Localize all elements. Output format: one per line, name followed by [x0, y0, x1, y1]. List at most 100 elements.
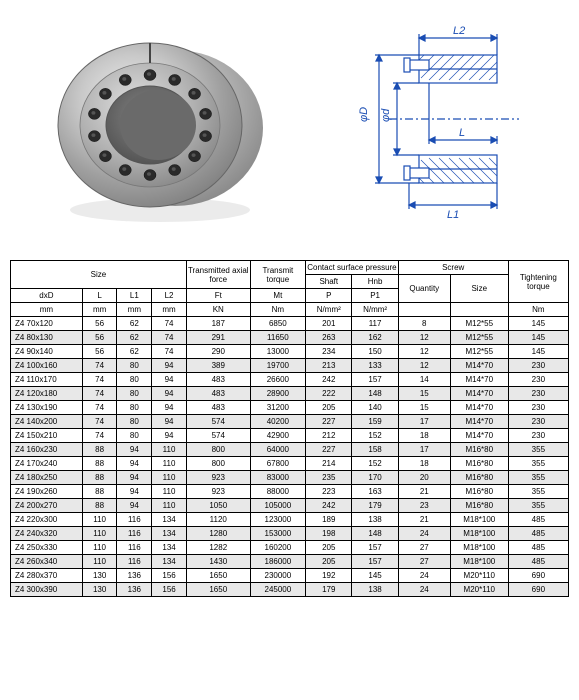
hdr-tighten: Tightening torque: [508, 261, 568, 303]
table-row: Z4 160x23088941108006400022715817M16*803…: [11, 443, 569, 457]
cell-tt: 355: [508, 443, 568, 457]
cell-Ft: 1282: [186, 541, 250, 555]
hdr-hnb: Hnb: [352, 275, 398, 289]
cell-screw: M16*80: [450, 485, 508, 499]
cell-Ft: 800: [186, 457, 250, 471]
cell-Mt: 245000: [250, 583, 306, 597]
table-row: Z4 70x12056627418768502011178M12*55145: [11, 317, 569, 331]
unit-kn: KN: [186, 303, 250, 317]
cell-tt: 355: [508, 499, 568, 513]
cell-P: 242: [306, 499, 352, 513]
cell-P: 205: [306, 401, 352, 415]
hdr-screw: Screw: [398, 261, 508, 275]
table-row: Z4 110x1707480944832660024215714M14*7023…: [11, 373, 569, 387]
cell-Mt: 230000: [250, 569, 306, 583]
cell-Mt: 105000: [250, 499, 306, 513]
cell-L1: 62: [117, 345, 152, 359]
cell-P: 222: [306, 387, 352, 401]
cell-L1: 80: [117, 401, 152, 415]
cell-size: Z4 280x370: [11, 569, 83, 583]
hdr-screwsize: Size: [450, 275, 508, 303]
cell-P: 205: [306, 555, 352, 569]
cell-L: 74: [82, 373, 117, 387]
cell-qty: 23: [398, 499, 450, 513]
cell-tt: 355: [508, 457, 568, 471]
cell-L2: 134: [152, 513, 187, 527]
cell-qty: 14: [398, 373, 450, 387]
cell-Ft: 1650: [186, 583, 250, 597]
hdr-shaft: Shaft: [306, 275, 352, 289]
cell-tt: 230: [508, 415, 568, 429]
table-row: Z4 170x24088941108006780021415218M16*803…: [11, 457, 569, 471]
cell-size: Z4 200x270: [11, 499, 83, 513]
cell-Mt: 42900: [250, 429, 306, 443]
cell-qty: 24: [398, 583, 450, 597]
table-row: Z4 150x2107480945744290021215218M14*7023…: [11, 429, 569, 443]
cell-Ft: 923: [186, 485, 250, 499]
cell-L: 130: [82, 583, 117, 597]
cell-Mt: 28900: [250, 387, 306, 401]
cell-Ft: 800: [186, 443, 250, 457]
cell-screw: M12*55: [450, 345, 508, 359]
cell-Mt: 64000: [250, 443, 306, 457]
cell-P1: 117: [352, 317, 398, 331]
cell-P: 213: [306, 359, 352, 373]
cell-L: 74: [82, 429, 117, 443]
cell-P1: 157: [352, 541, 398, 555]
cell-Mt: 11650: [250, 331, 306, 345]
hdr-qty: Quantity: [398, 275, 450, 303]
cell-L: 74: [82, 415, 117, 429]
label-L2: L2: [453, 25, 465, 37]
cell-L2: 134: [152, 555, 187, 569]
cell-L1: 80: [117, 429, 152, 443]
cell-P: 235: [306, 471, 352, 485]
cell-Mt: 26600: [250, 373, 306, 387]
cell-L: 74: [82, 401, 117, 415]
cell-Mt: 160200: [250, 541, 306, 555]
hdr-P: P: [306, 289, 352, 303]
cell-size: Z4 260x340: [11, 555, 83, 569]
cell-L2: 110: [152, 499, 187, 513]
cell-P: 198: [306, 527, 352, 541]
unit-nmm2: N/mm²: [352, 303, 398, 317]
hdr-L: L: [82, 289, 117, 303]
cell-screw: M14*70: [450, 401, 508, 415]
hdr-P1: P1: [352, 289, 398, 303]
cell-L: 88: [82, 471, 117, 485]
cell-qty: 17: [398, 415, 450, 429]
cell-size: Z4 190x260: [11, 485, 83, 499]
cell-Mt: 83000: [250, 471, 306, 485]
cell-qty: 27: [398, 541, 450, 555]
cell-size: Z4 160x230: [11, 443, 83, 457]
cell-Mt: 6850: [250, 317, 306, 331]
cell-L: 110: [82, 513, 117, 527]
unit-nmm1: N/mm²: [306, 303, 352, 317]
table-row: Z4 80x1305662742911165026316212M12*55145: [11, 331, 569, 345]
cell-P: 227: [306, 415, 352, 429]
cell-qty: 12: [398, 345, 450, 359]
cell-L1: 116: [117, 527, 152, 541]
table-row: Z4 240x320110116134128015300019814824M18…: [11, 527, 569, 541]
cell-screw: M14*70: [450, 373, 508, 387]
hdr-contact: Contact surface pressure: [306, 261, 399, 275]
hdr-L1: L1: [117, 289, 152, 303]
cell-L1: 80: [117, 415, 152, 429]
cell-P: 234: [306, 345, 352, 359]
cell-tt: 355: [508, 485, 568, 499]
cell-Ft: 483: [186, 387, 250, 401]
cell-qty: 24: [398, 569, 450, 583]
cell-tt: 690: [508, 569, 568, 583]
cell-Mt: 13000: [250, 345, 306, 359]
cell-P: 242: [306, 373, 352, 387]
cell-L2: 110: [152, 471, 187, 485]
cell-size: Z4 120x180: [11, 387, 83, 401]
cell-Ft: 923: [186, 471, 250, 485]
table-row: Z4 260x340110116134143018600020515727M18…: [11, 555, 569, 569]
cell-tt: 485: [508, 513, 568, 527]
cell-screw: M16*80: [450, 499, 508, 513]
cell-qty: 17: [398, 443, 450, 457]
cell-L: 130: [82, 569, 117, 583]
cell-L2: 74: [152, 331, 187, 345]
cell-size: Z4 80x130: [11, 331, 83, 345]
cell-L: 56: [82, 317, 117, 331]
